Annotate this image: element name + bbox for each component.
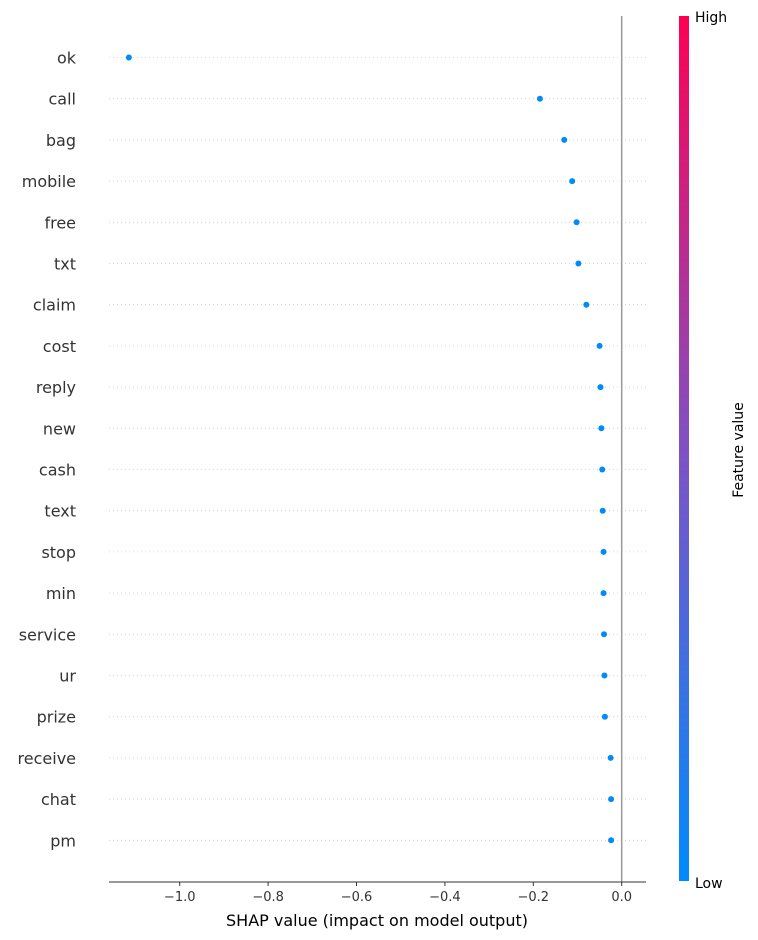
feature-label-call: call	[49, 90, 77, 109]
feature-label-new: new	[43, 419, 76, 438]
data-point-reply	[597, 384, 604, 391]
x-axis-title: SHAP value (impact on model output)	[226, 911, 528, 930]
x-tick-label: −0.4	[429, 890, 461, 905]
colorbar-title: Feature value	[731, 402, 747, 498]
points-layer	[125, 54, 615, 844]
feature-label-chat: chat	[41, 790, 76, 809]
data-point-min	[600, 590, 607, 597]
data-point-service	[601, 631, 608, 638]
feature-label-bag: bag	[46, 131, 76, 150]
data-point-cash	[599, 466, 606, 473]
data-point-chat	[608, 796, 615, 803]
data-point-text	[599, 507, 606, 514]
x-tick-label: −0.8	[252, 890, 284, 905]
x-axis: −1.0 −0.8 −0.6 −0.4 −0.2 0.0	[109, 881, 646, 905]
data-point-receive	[607, 754, 614, 761]
data-point-new	[598, 425, 605, 432]
feature-label-reply: reply	[36, 378, 76, 397]
feature-label-service: service	[19, 625, 76, 644]
x-tick-label: −0.6	[341, 890, 373, 905]
data-point-ok	[125, 54, 132, 61]
feature-label-text: text	[44, 502, 76, 521]
data-point-claim	[583, 301, 590, 308]
feature-label-receive: receive	[18, 749, 76, 768]
data-point-call	[536, 95, 543, 102]
data-point-pm	[608, 837, 615, 844]
feature-label-stop: stop	[41, 543, 76, 562]
x-tick-label: −0.2	[518, 890, 550, 905]
feature-label-cash: cash	[39, 461, 76, 480]
data-point-stop	[600, 548, 607, 555]
data-point-cost	[596, 342, 603, 349]
feature-label-pm: pm	[50, 831, 76, 850]
data-point-txt	[575, 260, 582, 267]
feature-label-ok: ok	[57, 49, 77, 68]
feature-label-free: free	[44, 213, 76, 232]
data-point-free	[573, 219, 580, 226]
feature-label-mobile: mobile	[22, 172, 76, 191]
feature-label-min: min	[46, 584, 76, 603]
rows-layer: ok call bag mobile free txt claim cost reply new c…	[18, 49, 646, 850]
feature-label-cost: cost	[43, 337, 76, 356]
feature-label-ur: ur	[59, 667, 76, 686]
feature-label-prize: prize	[37, 708, 76, 727]
x-tick-label: 0.0	[611, 890, 632, 905]
data-point-mobile	[569, 178, 576, 185]
feature-label-txt: txt	[54, 255, 76, 274]
feature-label-claim: claim	[33, 296, 76, 315]
data-point-prize	[601, 713, 608, 720]
colorbar-low-label: Low	[695, 876, 723, 892]
data-point-bag	[561, 136, 568, 143]
data-point-ur	[601, 672, 608, 679]
x-tick-label: −1.0	[164, 890, 196, 905]
colorbar	[679, 16, 689, 881]
colorbar-high-label: High	[695, 10, 727, 26]
